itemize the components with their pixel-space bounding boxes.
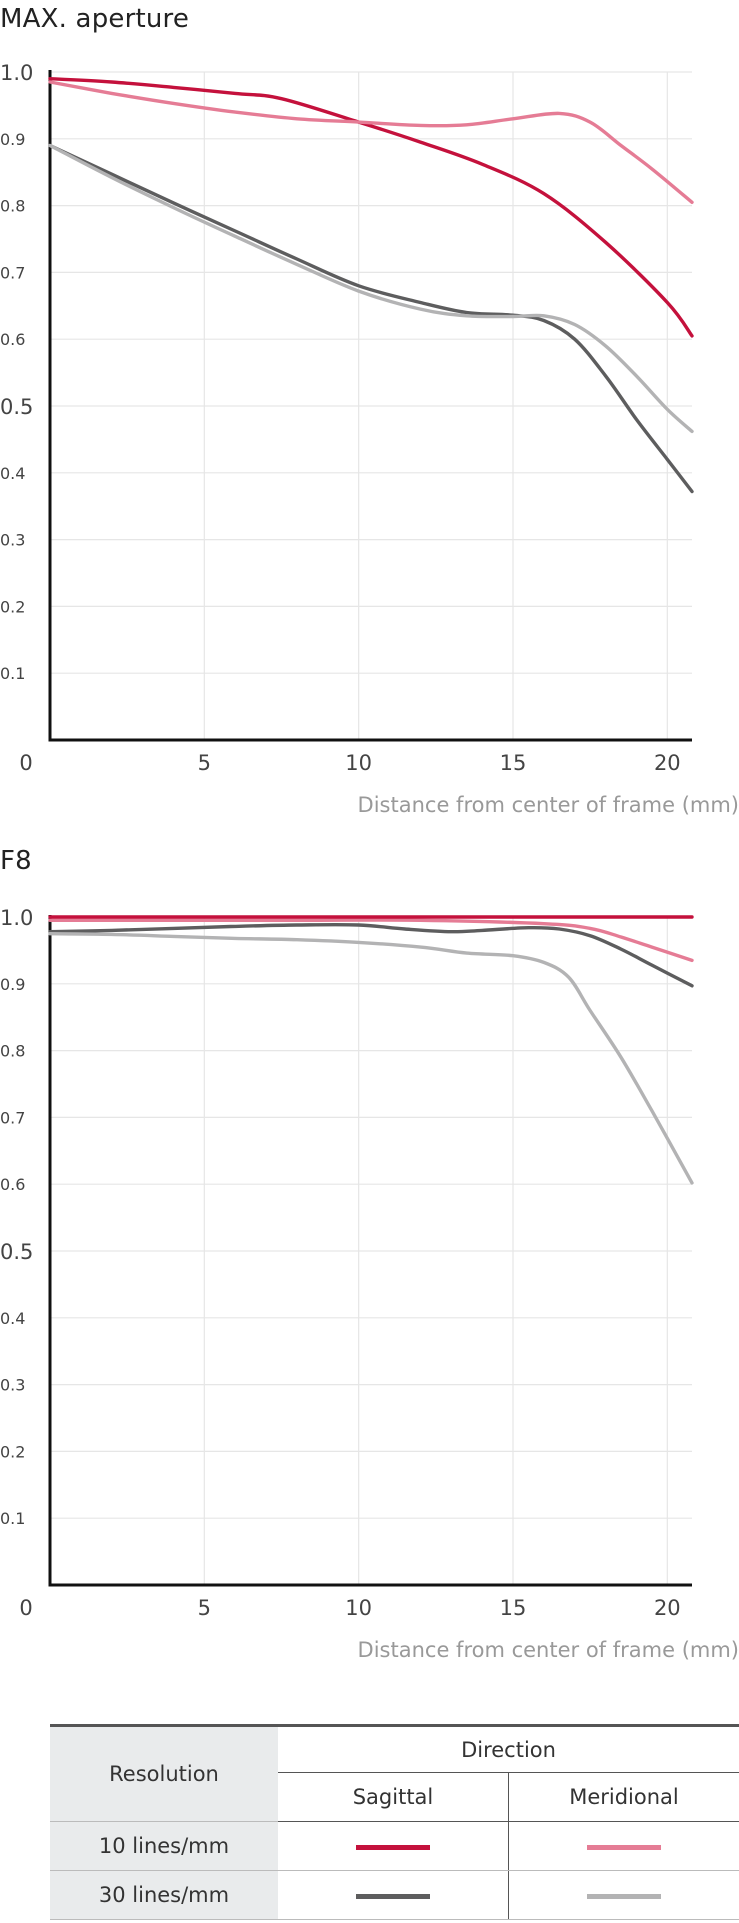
x-tick-label-4: 20 (654, 751, 681, 775)
legend-cell-10-meridional (509, 1822, 739, 1871)
y-tick-label-1: 0.2 (0, 597, 25, 616)
y-tick-label-2: 0.3 (0, 1376, 25, 1395)
legend-row-30-label: 30 lines/mm (50, 1871, 278, 1920)
series-line-sag30 (50, 146, 692, 492)
mtf-chart-max-aperture: 0.1 0.2 0.3 0.4 0.5 0.6 0.7 0.8 0.9 1.0 0 5 10 15 20 Di… (0, 0, 739, 820)
legend-cell-30-meridional (509, 1871, 739, 1920)
y-tick-label-6: 0.7 (0, 1108, 25, 1127)
x-axis-label: Distance from center of frame (mm) (358, 1638, 739, 1662)
legend-swatch-10-sagittal (356, 1845, 430, 1850)
legend-direction-header: Direction (278, 1727, 739, 1773)
y-tick-label-0: 0.1 (0, 664, 25, 683)
x-axis-label: Distance from center of frame (mm) (358, 793, 739, 817)
y-tick-label-7: 0.8 (0, 1042, 25, 1061)
x-tick-label-2: 10 (345, 751, 372, 775)
legend-resolution-header: Resolution (50, 1727, 278, 1822)
y-tick-label-6: 0.7 (0, 263, 25, 282)
y-tick-label-1: 0.2 (0, 1442, 25, 1461)
y-tick-label-8: 0.9 (0, 130, 25, 149)
x-tick-label-0: 0 (19, 1596, 32, 1620)
legend-swatch-10-meridional (587, 1845, 661, 1850)
y-tick-label-5: 0.6 (0, 330, 25, 349)
x-tick-label-0: 0 (19, 751, 32, 775)
x-tick-label-1: 5 (198, 751, 211, 775)
x-tick-label-1: 5 (198, 1596, 211, 1620)
y-tick-label-3: 0.4 (0, 1309, 25, 1328)
x-tick-label-2: 10 (345, 1596, 372, 1620)
legend-swatch-30-sagittal (356, 1894, 430, 1899)
legend-sagittal-header: Sagittal (278, 1773, 509, 1822)
y-tick-label-4: 0.5 (0, 395, 33, 419)
y-tick-label-0: 0.1 (0, 1509, 25, 1528)
series-line-mer10 (50, 82, 692, 202)
y-tick-label-5: 0.6 (0, 1175, 25, 1194)
legend-meridional-header: Meridional (509, 1773, 739, 1822)
x-tick-label-4: 20 (654, 1596, 681, 1620)
y-tick-label-2: 0.3 (0, 531, 25, 550)
legend-table: Resolution Direction Sagittal Meridional… (50, 1724, 739, 1923)
legend-swatch-30-meridional (587, 1894, 661, 1899)
series-line-mer30 (50, 934, 692, 1183)
y-tick-label-3: 0.4 (0, 464, 25, 483)
series-line-sag10 (50, 79, 692, 336)
legend-row-10-label: 10 lines/mm (50, 1822, 278, 1871)
mtf-chart-f8: 0.1 0.2 0.3 0.4 0.5 0.6 0.7 0.8 0.9 1.0 0 5 10 15 20 Di… (0, 842, 739, 1682)
y-tick-label-4: 0.5 (0, 1240, 33, 1264)
legend-cell-30-sagittal (278, 1871, 509, 1920)
x-tick-label-3: 15 (500, 751, 527, 775)
y-tick-label-9: 1.0 (0, 61, 33, 85)
y-tick-label-7: 0.8 (0, 197, 25, 216)
y-tick-label-8: 0.9 (0, 975, 25, 994)
x-tick-label-3: 15 (500, 1596, 527, 1620)
y-tick-label-9: 1.0 (0, 906, 33, 930)
legend-cell-10-sagittal (278, 1822, 509, 1871)
